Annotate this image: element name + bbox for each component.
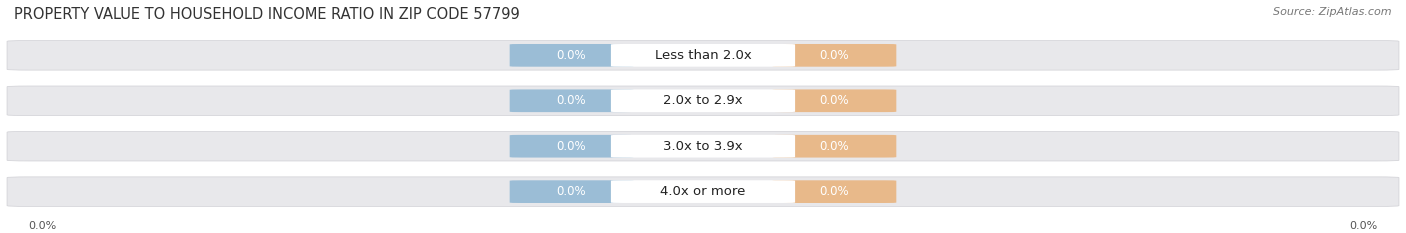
FancyBboxPatch shape [510,180,633,203]
Text: 0.0%: 0.0% [820,49,849,62]
Text: 0.0%: 0.0% [820,94,849,107]
Text: Less than 2.0x: Less than 2.0x [655,49,751,62]
FancyBboxPatch shape [7,177,1399,206]
FancyBboxPatch shape [773,89,897,112]
Text: 0.0%: 0.0% [1350,221,1378,231]
FancyBboxPatch shape [7,41,1399,70]
Text: 2.0x to 2.9x: 2.0x to 2.9x [664,94,742,107]
Text: 3.0x to 3.9x: 3.0x to 3.9x [664,140,742,153]
FancyBboxPatch shape [612,180,796,203]
Text: 0.0%: 0.0% [557,49,586,62]
Text: 0.0%: 0.0% [557,185,586,198]
FancyBboxPatch shape [612,89,796,112]
Text: 0.0%: 0.0% [557,94,586,107]
FancyBboxPatch shape [510,89,633,112]
FancyBboxPatch shape [510,44,633,67]
FancyBboxPatch shape [773,44,897,67]
Text: 0.0%: 0.0% [820,140,849,153]
Text: PROPERTY VALUE TO HOUSEHOLD INCOME RATIO IN ZIP CODE 57799: PROPERTY VALUE TO HOUSEHOLD INCOME RATIO… [14,7,520,22]
FancyBboxPatch shape [773,180,897,203]
Text: 0.0%: 0.0% [557,140,586,153]
Text: 0.0%: 0.0% [820,185,849,198]
FancyBboxPatch shape [510,135,633,158]
FancyBboxPatch shape [7,86,1399,116]
Text: 0.0%: 0.0% [28,221,56,231]
Text: Source: ZipAtlas.com: Source: ZipAtlas.com [1274,7,1392,17]
FancyBboxPatch shape [612,135,796,158]
FancyBboxPatch shape [773,135,897,158]
FancyBboxPatch shape [612,44,796,67]
FancyBboxPatch shape [7,131,1399,161]
Text: 4.0x or more: 4.0x or more [661,185,745,198]
